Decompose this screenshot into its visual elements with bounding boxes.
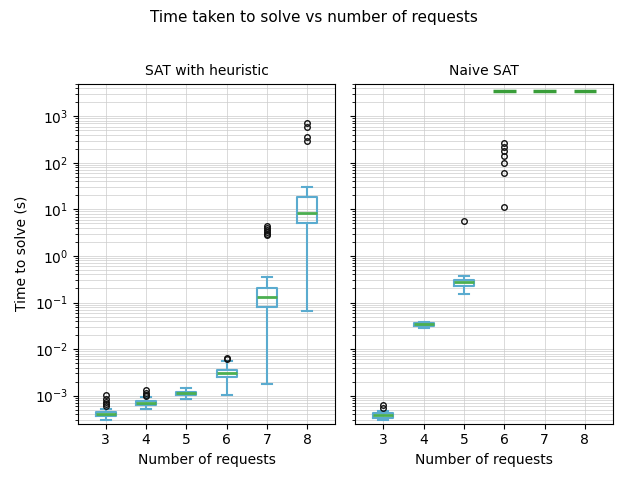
X-axis label: Number of requests: Number of requests [138,453,276,467]
Y-axis label: Time to solve (s): Time to solve (s) [15,196,29,311]
X-axis label: Number of requests: Number of requests [415,453,553,467]
Title: SAT with heuristic: SAT with heuristic [144,64,268,78]
Text: Time taken to solve vs number of requests: Time taken to solve vs number of request… [150,10,478,25]
Title: Naive SAT: Naive SAT [449,64,519,78]
